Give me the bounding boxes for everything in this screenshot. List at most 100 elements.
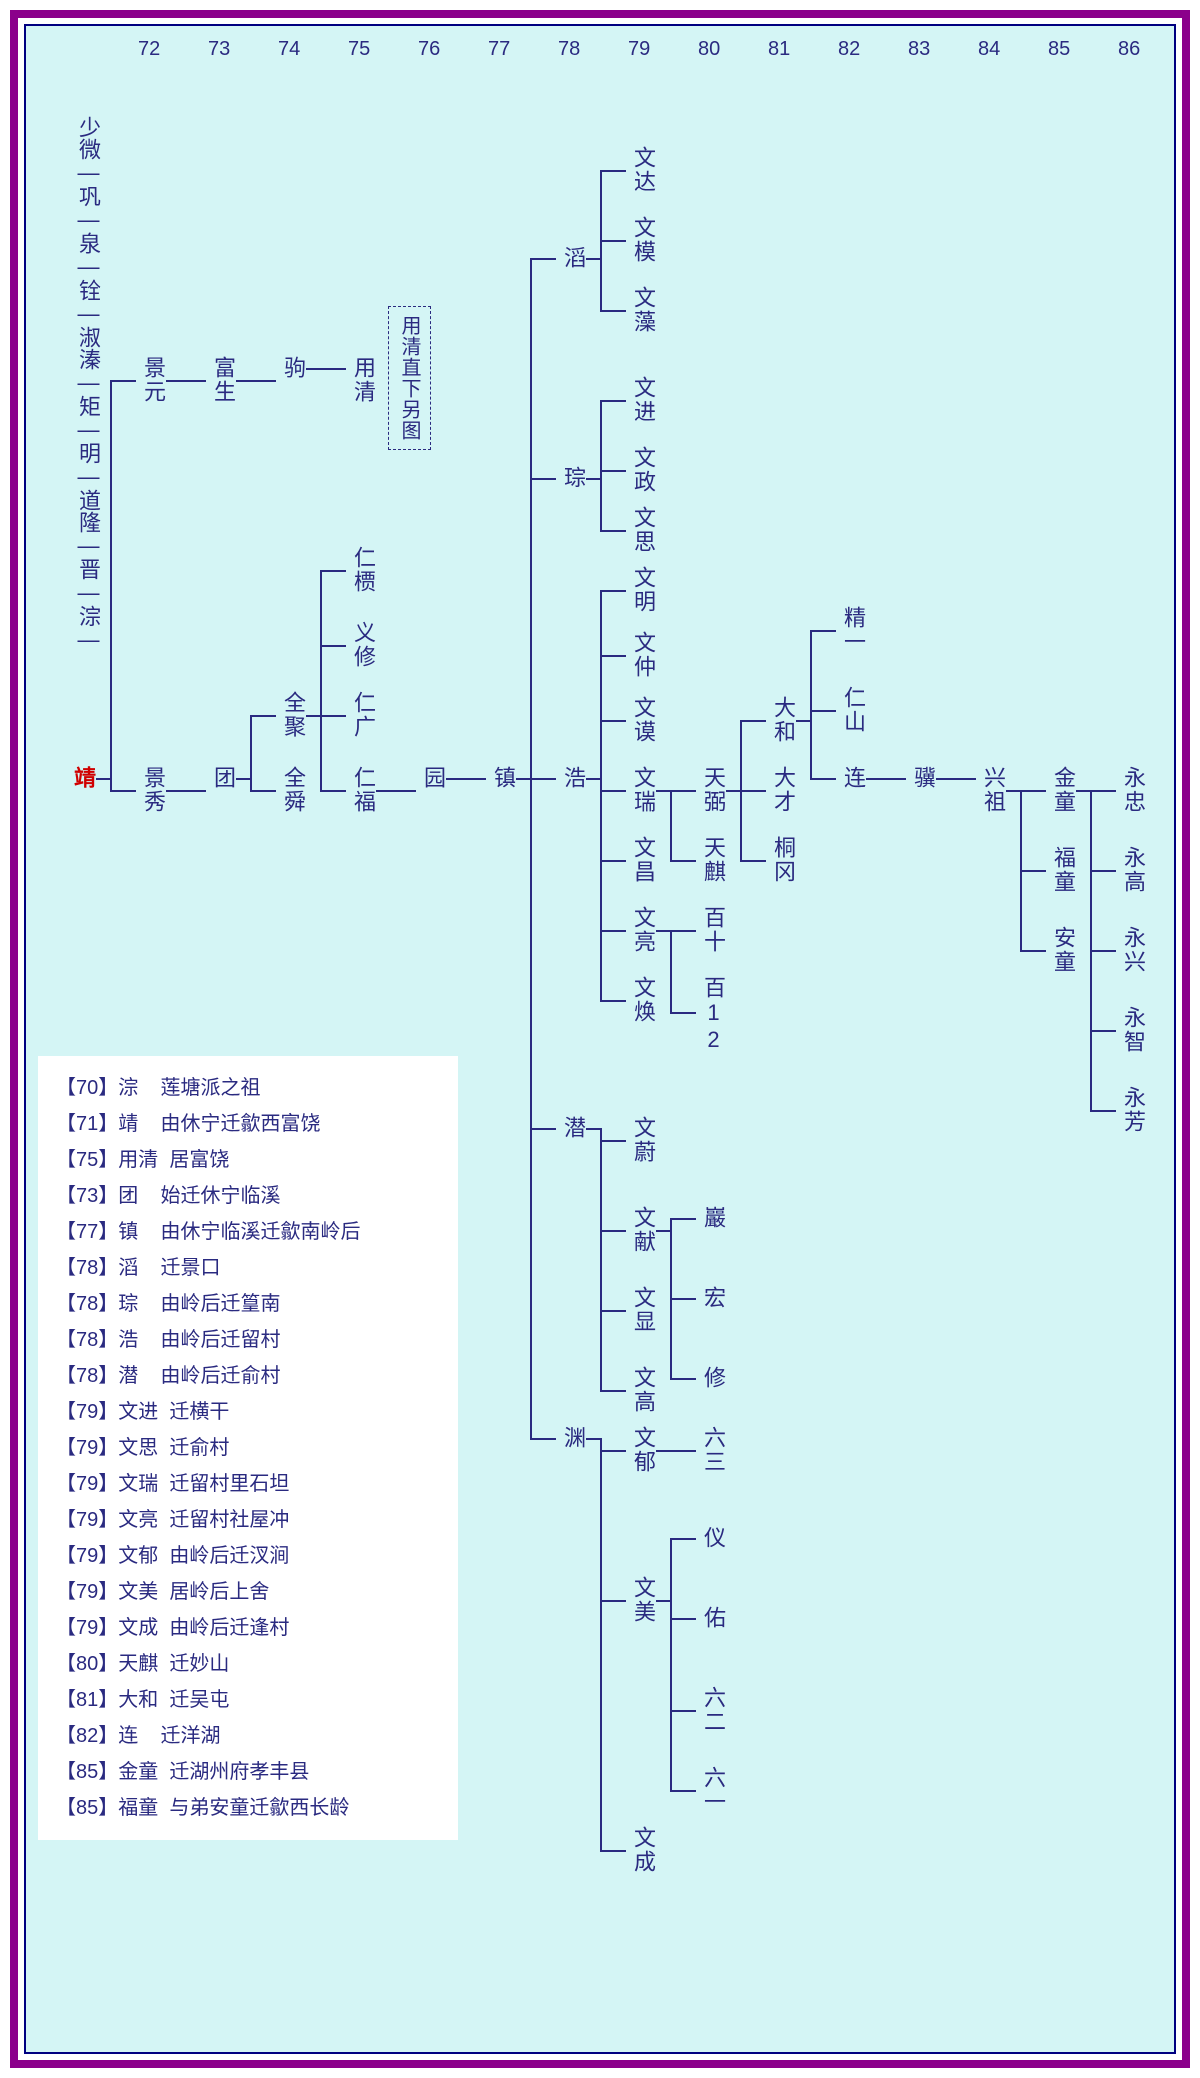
- tree-node: 天麒: [696, 836, 724, 884]
- generation-label: 73: [208, 38, 230, 61]
- tree-node: 宏: [696, 1286, 724, 1310]
- connector-h: [600, 1230, 626, 1232]
- tree-node: 全聚: [276, 691, 304, 739]
- generation-label: 79: [628, 38, 650, 61]
- tree-node: 仁福: [346, 766, 374, 814]
- tree-node: 永高: [1116, 846, 1144, 894]
- generation-label: 78: [558, 38, 580, 61]
- connector-h: [936, 778, 976, 780]
- tree-node: 文焕: [626, 976, 654, 1024]
- connector-h: [670, 930, 696, 932]
- legend-row: 【80】天麒 迁妙山: [56, 1646, 440, 1682]
- tree-node: 精一: [836, 606, 864, 654]
- tree-node: 文高: [626, 1366, 654, 1414]
- connector-h: [810, 778, 836, 780]
- connector-h: [600, 530, 626, 532]
- connector-h: [1006, 790, 1020, 792]
- connector-h: [600, 310, 626, 312]
- connector-h: [656, 1450, 670, 1452]
- connector-h: [740, 860, 766, 862]
- generation-label: 85: [1048, 38, 1070, 61]
- connector-v: [110, 380, 112, 790]
- tree-node: 文亮: [626, 906, 654, 954]
- tree-node: 骥: [906, 766, 934, 790]
- tree-node: 六一: [696, 1766, 724, 1814]
- tree-node: 大和: [766, 696, 794, 744]
- outer-frame: 727374757677787980818283848586 少微—巩—泉—铨—…: [10, 10, 1190, 2068]
- legend-row: 【79】文亮 迁留村社屋冲: [56, 1502, 440, 1538]
- legend-row: 【79】文思 迁俞村: [56, 1430, 440, 1466]
- legend-row: 【79】文郁 由岭后迁汊涧: [56, 1538, 440, 1574]
- connector-h: [670, 1618, 696, 1620]
- tree-node: 文显: [626, 1286, 654, 1334]
- connector-v: [600, 590, 602, 1000]
- tree-node: 义修: [346, 621, 374, 669]
- connector-h: [600, 1310, 626, 1312]
- tree-node: 连: [836, 766, 864, 790]
- connector-h: [600, 1390, 626, 1392]
- connector-h: [530, 478, 556, 480]
- connector-h: [110, 790, 136, 792]
- tree-node: 安童: [1046, 926, 1074, 974]
- connector-h: [656, 1230, 670, 1232]
- connector-h: [376, 790, 416, 792]
- legend-row: 【78】浩 由岭后迁留村: [56, 1322, 440, 1358]
- tree-node: 永兴: [1116, 926, 1144, 974]
- tree-node: 用清: [346, 356, 374, 404]
- ancestor-chain: 少微—巩—泉—铨—淑溱—矩—明—道隆—晋—淙—: [76, 116, 100, 652]
- connector-h: [530, 1128, 556, 1130]
- connector-h: [530, 778, 556, 780]
- legend-row: 【79】文成 由岭后迁逢村: [56, 1610, 440, 1646]
- generation-label: 74: [278, 38, 300, 61]
- tree-node: 福童: [1046, 846, 1074, 894]
- connector-h: [670, 860, 696, 862]
- connector-h: [600, 720, 626, 722]
- connector-h: [600, 860, 626, 862]
- generation-label: 75: [348, 38, 370, 61]
- tree-node: 金童: [1046, 766, 1074, 814]
- connector-h: [1090, 1030, 1116, 1032]
- legend-row: 【78】潜 由岭后迁俞村: [56, 1358, 440, 1394]
- generation-label: 83: [908, 38, 930, 61]
- tree-node: 浩: [556, 766, 584, 790]
- legend-row: 【79】文美 居岭后上舍: [56, 1574, 440, 1610]
- tree-node: 团: [206, 766, 234, 790]
- connector-h: [1090, 1110, 1116, 1112]
- connector-h: [250, 715, 276, 717]
- connector-h: [1020, 950, 1046, 952]
- connector-h: [530, 258, 556, 260]
- tree-node: 仁广: [346, 691, 374, 739]
- legend-row: 【79】文进 迁横干: [56, 1394, 440, 1430]
- tree-node: 文谟: [626, 696, 654, 744]
- connector-h: [320, 570, 346, 572]
- tree-node: 潜: [556, 1116, 584, 1140]
- tree-node: 六二: [696, 1686, 724, 1734]
- connector-h: [600, 655, 626, 657]
- connector-v: [810, 630, 812, 778]
- connector-h: [586, 778, 600, 780]
- tree-node: 佑: [696, 1606, 724, 1630]
- generation-label: 84: [978, 38, 1000, 61]
- connector-v: [670, 1538, 672, 1790]
- generation-label: 72: [138, 38, 160, 61]
- connector-h: [670, 1378, 696, 1380]
- connector-h: [670, 1710, 696, 1712]
- legend-row: 【85】金童 迁湖州府孝丰县: [56, 1754, 440, 1790]
- tree-node: 文模: [626, 216, 654, 264]
- tree-node: 园: [416, 766, 444, 790]
- connector-h: [600, 790, 626, 792]
- connector-h: [1076, 790, 1090, 792]
- connector-h: [320, 715, 346, 717]
- connector-v: [600, 1438, 602, 1850]
- connector-h: [306, 368, 346, 370]
- connector-h: [586, 258, 600, 260]
- connector-h: [586, 1438, 600, 1440]
- connector-h: [670, 1012, 696, 1014]
- connector-h: [726, 790, 740, 792]
- tree-node: 文蔚: [626, 1116, 654, 1164]
- connector-h: [670, 1298, 696, 1300]
- connector-h: [1090, 790, 1116, 792]
- tree-node: 滔: [556, 246, 584, 270]
- connector-h: [656, 930, 670, 932]
- connector-v: [600, 1128, 602, 1390]
